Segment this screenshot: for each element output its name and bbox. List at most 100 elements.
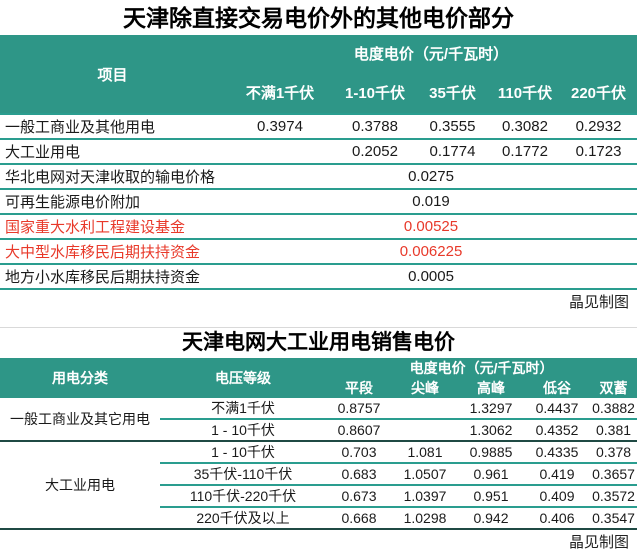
row-value: 1.3297 <box>469 400 513 416</box>
table2-header-period-4: 双蓄 <box>590 378 637 398</box>
table-row: 地方小水库移民后期扶持资金 0.0005 <box>0 263 637 290</box>
row-label: 华北电网对天津收取的输电价格 <box>0 163 225 189</box>
voltage-cell: 110千伏-220千伏 <box>160 484 326 507</box>
row-value: 0.3547 <box>590 506 637 529</box>
table2-title: 天津电网大工业用电销售电价 <box>182 331 455 354</box>
row-value: 0.3974 <box>225 113 335 139</box>
row-value: 0.409 <box>524 484 590 507</box>
credit-table2: 晶见制图 <box>568 534 629 551</box>
table2-header-voltage: 电压等级 <box>160 358 326 398</box>
row-span-value: 0.0005 <box>225 263 637 290</box>
table-row: 35千伏-110千伏 0.683 1.0507 0.961 0.419 0.36… <box>0 462 637 485</box>
row-value: 0.4437 <box>535 400 579 416</box>
row-value: 1.0397 <box>392 484 458 507</box>
row-label: 地方小水库移民后期扶持资金 <box>0 263 225 290</box>
table2-header-category: 用电分类 <box>0 358 160 398</box>
row-value: 1.3062 <box>458 418 524 441</box>
row-value: 0.381 <box>590 418 637 441</box>
table1-header-voltage-1: 1-10千伏 <box>335 71 415 114</box>
row-value: 0.1772 <box>490 138 560 164</box>
table2-section: 天津电网大工业用电销售电价 用电分类 电压等级 电度电价（元/千瓦时） 平段 尖… <box>0 328 637 551</box>
table-row: 1 - 10千伏 0.8607 1.3062 0.4352 0.381 <box>0 418 637 441</box>
table2-header: 用电分类 电压等级 电度电价（元/千瓦时） 平段 尖峰 高峰 低谷 双蓄 <box>0 358 637 398</box>
table2-header-row-periods: 平段 尖峰 高峰 低谷 双蓄 <box>0 378 637 398</box>
row-value: 0.673 <box>326 484 392 507</box>
table1-title: 天津除直接交易电价外的其他电价部分 <box>123 5 514 31</box>
table1-header-voltage-2: 35千伏 <box>415 71 490 114</box>
table-row: 大中型水库移民后期扶持资金 0.006225 <box>0 238 637 264</box>
table1-header-voltage-3: 110千伏 <box>490 71 560 114</box>
table1-header-voltage-4: 220千伏 <box>560 71 637 114</box>
table1-body: 一般工商业及其他用电 0.3974 0.3788 0.3555 0.3082 0… <box>0 113 637 290</box>
row-value <box>392 398 458 419</box>
row-value: 0.8757 <box>337 400 381 416</box>
table2-body: 一般工商业及其它用电 不满1千伏 0.8757 1.3297 0.4437 0.… <box>0 398 637 529</box>
row-value: 0.668 <box>326 506 392 529</box>
table-row: 一般工商业及其它用电 不满1千伏 0.8757 1.3297 0.4437 0.… <box>0 398 637 427</box>
row-value: 0.1723 <box>560 138 637 164</box>
table1-header-row-unit: 项目 电度电价（元/千瓦时） <box>0 35 637 114</box>
row-value: 0.2052 <box>335 138 415 164</box>
table1-other-prices: 项目 电度电价（元/千瓦时） 不满1千伏 1-10千伏 35千伏 110千伏 2… <box>0 35 637 290</box>
table1-header-row-voltage: 不满1千伏 1-10千伏 35千伏 110千伏 220千伏 <box>0 71 637 114</box>
row-label: 大工业用电 <box>0 138 225 164</box>
voltage-cell: 不满1千伏 <box>211 400 275 416</box>
table-row: 可再生能源电价附加 0.019 <box>0 188 637 214</box>
row-value: 0.9885 <box>458 440 524 463</box>
row-value: 0.3572 <box>590 484 637 507</box>
voltage-cell: 1 - 10千伏 <box>160 440 326 463</box>
row-value: 0.951 <box>458 484 524 507</box>
row-span-value: 0.006225 <box>225 238 637 264</box>
row-label: 国家重大水利工程建设基金 <box>0 213 225 239</box>
table2-industrial-sales-prices: 用电分类 电压等级 电度电价（元/千瓦时） 平段 尖峰 高峰 低谷 双蓄 一般工… <box>0 358 637 530</box>
table-row: 大工业用电 0.2052 0.1774 0.1772 0.1723 <box>0 138 637 164</box>
table-row: 国家重大水利工程建设基金 0.00525 <box>0 213 637 239</box>
row-value: 0.406 <box>524 506 590 529</box>
table-row: 220千伏及以上 0.668 1.0298 0.942 0.406 0.3547 <box>0 506 637 529</box>
table2-header-period-3: 低谷 <box>524 378 590 398</box>
table2-header-period-1: 尖峰 <box>392 378 458 398</box>
row-value: 0.3555 <box>415 113 490 139</box>
row-value: 0.419 <box>524 462 590 485</box>
row-label: 一般工商业及其他用电 <box>0 113 225 139</box>
table1-header-voltage-0: 不满1千伏 <box>225 71 335 114</box>
table1-header-price-unit: 电度电价（元/千瓦时） <box>225 35 637 71</box>
row-value: 0.961 <box>458 462 524 485</box>
row-span-value: 0.019 <box>225 188 637 214</box>
voltage-cell: 1 - 10千伏 <box>160 418 326 441</box>
row-value: 0.1774 <box>415 138 490 164</box>
credit-table1: 晶见制图 <box>568 294 629 311</box>
row-value: 0.3788 <box>335 113 415 139</box>
row-value: 0.942 <box>458 506 524 529</box>
row-value: 1.081 <box>392 440 458 463</box>
row-value: 0.703 <box>326 440 392 463</box>
row-span-value: 0.0275 <box>225 163 637 189</box>
row-value <box>392 418 458 441</box>
row-value: 0.2932 <box>560 113 637 139</box>
row-value: 0.3882 <box>592 400 635 416</box>
section-divider <box>0 327 637 328</box>
category-cell: 一般工商业及其它用电 <box>10 411 150 427</box>
row-value: 0.683 <box>326 462 392 485</box>
table2-header-period-2: 高峰 <box>458 378 524 398</box>
table2-header-period-0: 平段 <box>326 378 392 398</box>
voltage-cell: 220千伏及以上 <box>160 506 326 529</box>
row-value: 0.378 <box>590 440 637 463</box>
row-value: 1.0298 <box>392 506 458 529</box>
table2-header-row-unit: 用电分类 电压等级 电度电价（元/千瓦时） <box>0 358 637 398</box>
row-label: 可再生能源电价附加 <box>0 188 225 214</box>
row-value: 0.4335 <box>524 440 590 463</box>
row-value: 1.0507 <box>392 462 458 485</box>
table1-header-project: 项目 <box>0 35 225 114</box>
row-value: 0.4352 <box>524 418 590 441</box>
table2-header-price-unit: 电度电价（元/千瓦时） <box>326 358 637 378</box>
table-row: 大工业用电 1 - 10千伏 0.703 1.081 0.9885 0.4335… <box>0 440 637 529</box>
voltage-cell: 35千伏-110千伏 <box>160 462 326 485</box>
row-span-value: 0.00525 <box>225 213 637 239</box>
row-label: 大中型水库移民后期扶持资金 <box>0 238 225 264</box>
table-row: 110千伏-220千伏 0.673 1.0397 0.951 0.409 0.3… <box>0 484 637 507</box>
table1-header: 项目 电度电价（元/千瓦时） 不满1千伏 1-10千伏 35千伏 110千伏 2… <box>0 35 637 114</box>
category-cell: 大工业用电 <box>0 440 160 529</box>
table-row: 一般工商业及其他用电 0.3974 0.3788 0.3555 0.3082 0… <box>0 113 637 139</box>
